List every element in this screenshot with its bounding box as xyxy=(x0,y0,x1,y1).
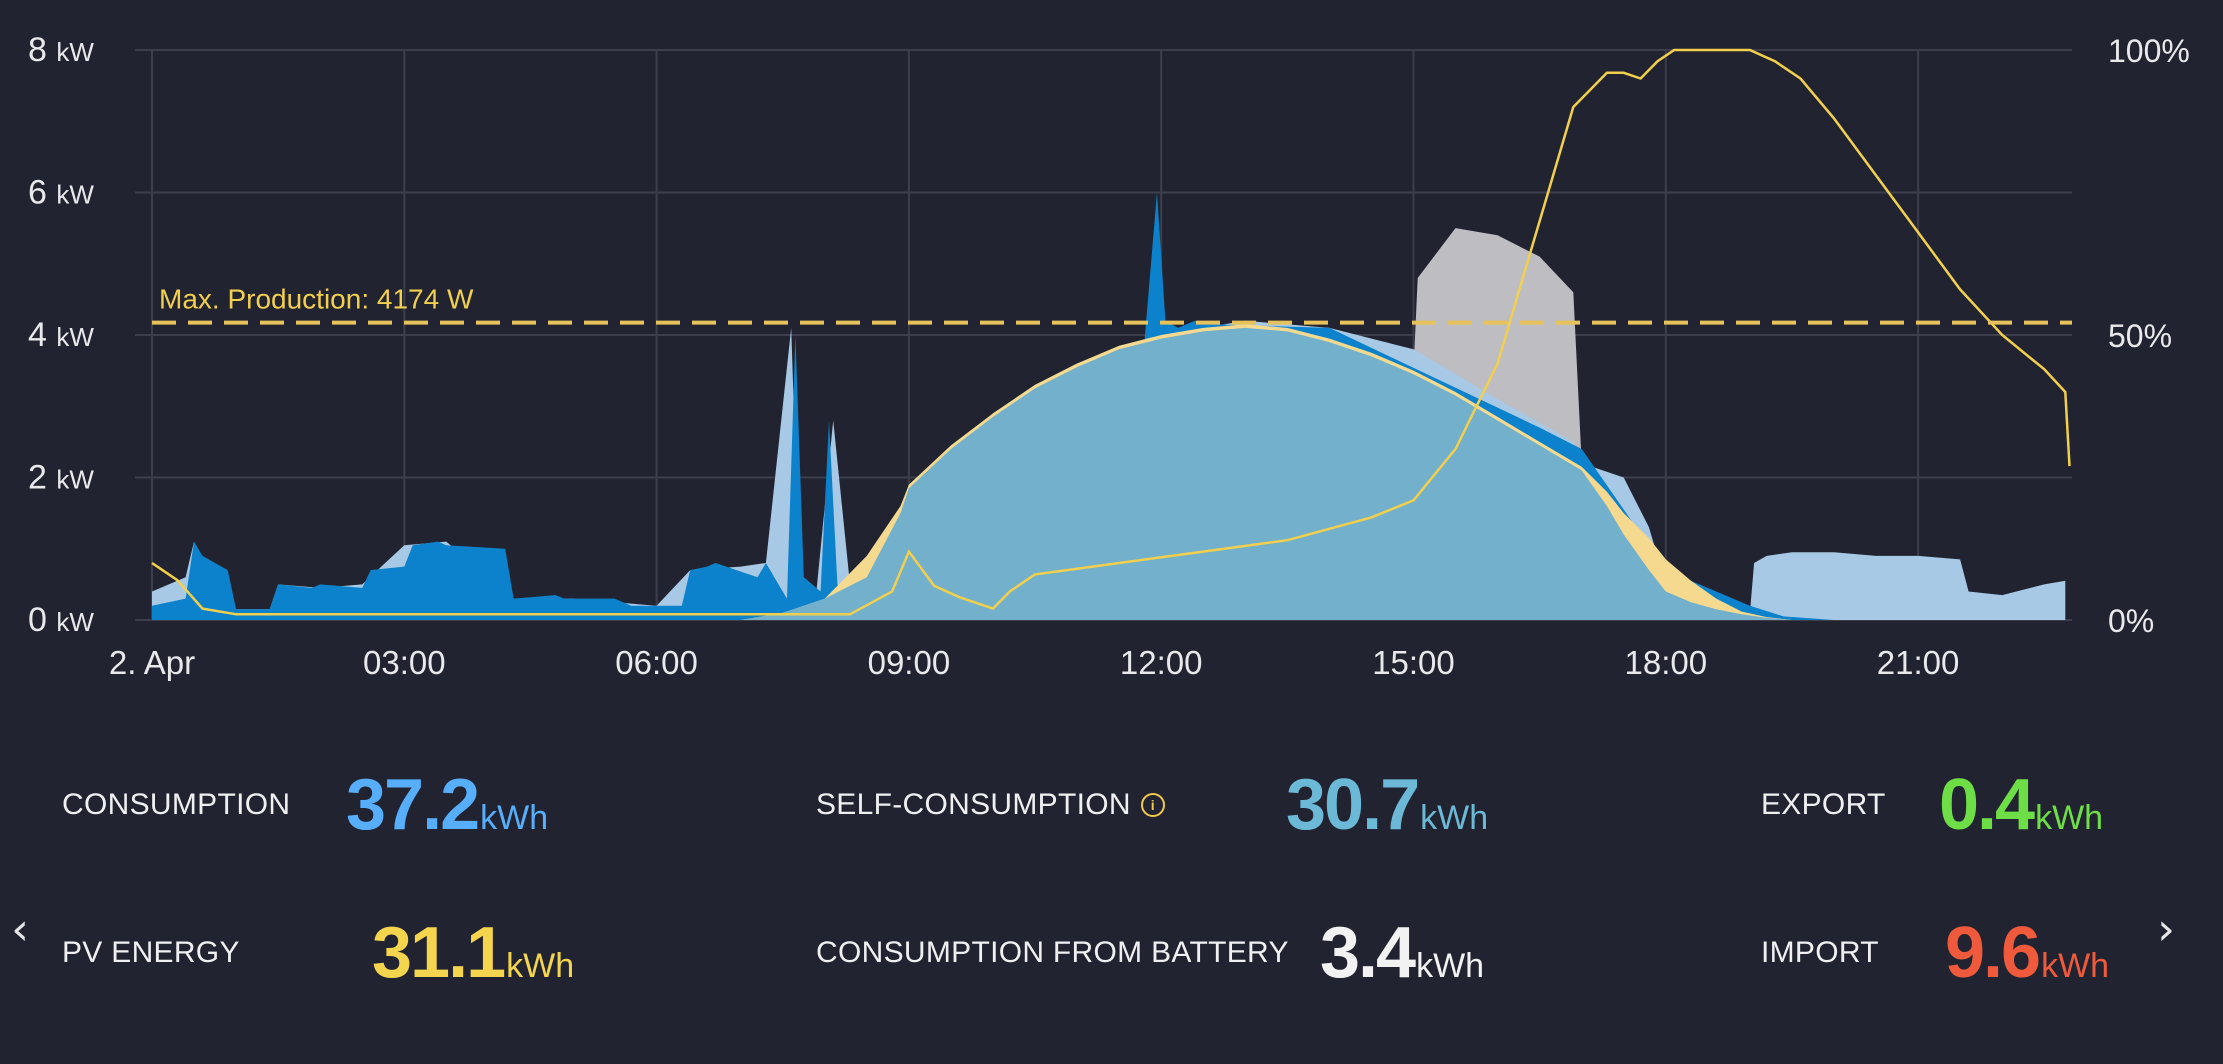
stat-export-value: 0.4 kWh xyxy=(1939,760,2103,850)
pv-energy-unit: kWh xyxy=(506,947,575,985)
battery-number: 3.4 xyxy=(1320,913,1416,993)
import-number: 9.6 xyxy=(1945,913,2041,993)
self-consumption-number: 30.7 xyxy=(1286,765,1420,845)
info-icon[interactable]: i xyxy=(1140,793,1165,817)
pv-energy-number: 31.1 xyxy=(372,913,506,993)
stat-pv-energy-value: 31.1 kWh xyxy=(372,908,574,998)
x-tick-label: 03:00 xyxy=(363,644,446,681)
series-area-self-consumption xyxy=(152,327,1792,620)
x-tick-label: 09:00 xyxy=(868,644,951,681)
y-tick-label: 8 kW xyxy=(28,31,94,69)
chevron-left-icon[interactable]: ‹ xyxy=(11,904,29,955)
y-right-tick-label: 50% xyxy=(2108,318,2172,354)
y-right-tick-label: 100% xyxy=(2108,33,2190,69)
energy-chart: Max. Production: 4174 W 0 kW 2 kW 4 kW 6 kW 8… xyxy=(28,31,2190,681)
consumption-number: 37.2 xyxy=(346,765,480,845)
y-tick-label: 2 kW xyxy=(28,459,94,497)
stat-pv-energy-label: PV ENERGY xyxy=(62,936,240,969)
stat-consumption-label: CONSUMPTION xyxy=(62,788,291,821)
stat-battery-label: CONSUMPTION FROM BATTERY xyxy=(816,936,1289,969)
x-tick-label: 12:00 xyxy=(1120,644,1203,681)
export-number: 0.4 xyxy=(1939,765,2035,845)
stat-import-value: 9.6 kWh xyxy=(1945,908,2109,998)
stat-export-label: EXPORT xyxy=(1761,788,1886,821)
chevron-right-icon[interactable]: › xyxy=(2157,904,2175,955)
y-tick-label: 6 kW xyxy=(28,174,94,212)
stat-self-consumption-label: SELF-CONSUMPTION i xyxy=(816,760,1165,850)
stat-import-label: IMPORT xyxy=(1761,936,1879,969)
stat-battery-value: 3.4 kWh xyxy=(1320,908,1484,998)
series-line-battery-soc xyxy=(151,48,2071,616)
x-tick-label: 2. Apr xyxy=(109,644,195,681)
x-tick-label: 21:00 xyxy=(1877,644,1960,681)
y-tick-label: 0 kW xyxy=(28,601,94,639)
export-unit: kWh xyxy=(2035,799,2104,837)
x-tick-label: 15:00 xyxy=(1372,644,1455,681)
y-tick-label: 4 kW xyxy=(28,316,94,354)
max-production-label: Max. Production: 4174 W xyxy=(159,284,474,315)
stat-consumption-value: 37.2 kWh xyxy=(346,760,548,850)
import-unit: kWh xyxy=(2041,947,2110,985)
y-right-tick-label: 0% xyxy=(2108,603,2154,639)
battery-unit: kWh xyxy=(1416,947,1485,985)
consumption-unit: kWh xyxy=(480,799,549,837)
self-consumption-label-text: SELF-CONSUMPTION xyxy=(816,788,1131,821)
x-tick-label: 18:00 xyxy=(1625,644,1708,681)
x-tick-label: 06:00 xyxy=(615,644,698,681)
stats-panel: CONSUMPTION 37.2 kWh SELF-CONSUMPTION i 3… xyxy=(0,760,2223,1064)
self-consumption-unit: kWh xyxy=(1420,799,1489,837)
stat-self-consumption-value: 30.7 kWh xyxy=(1286,760,1488,850)
